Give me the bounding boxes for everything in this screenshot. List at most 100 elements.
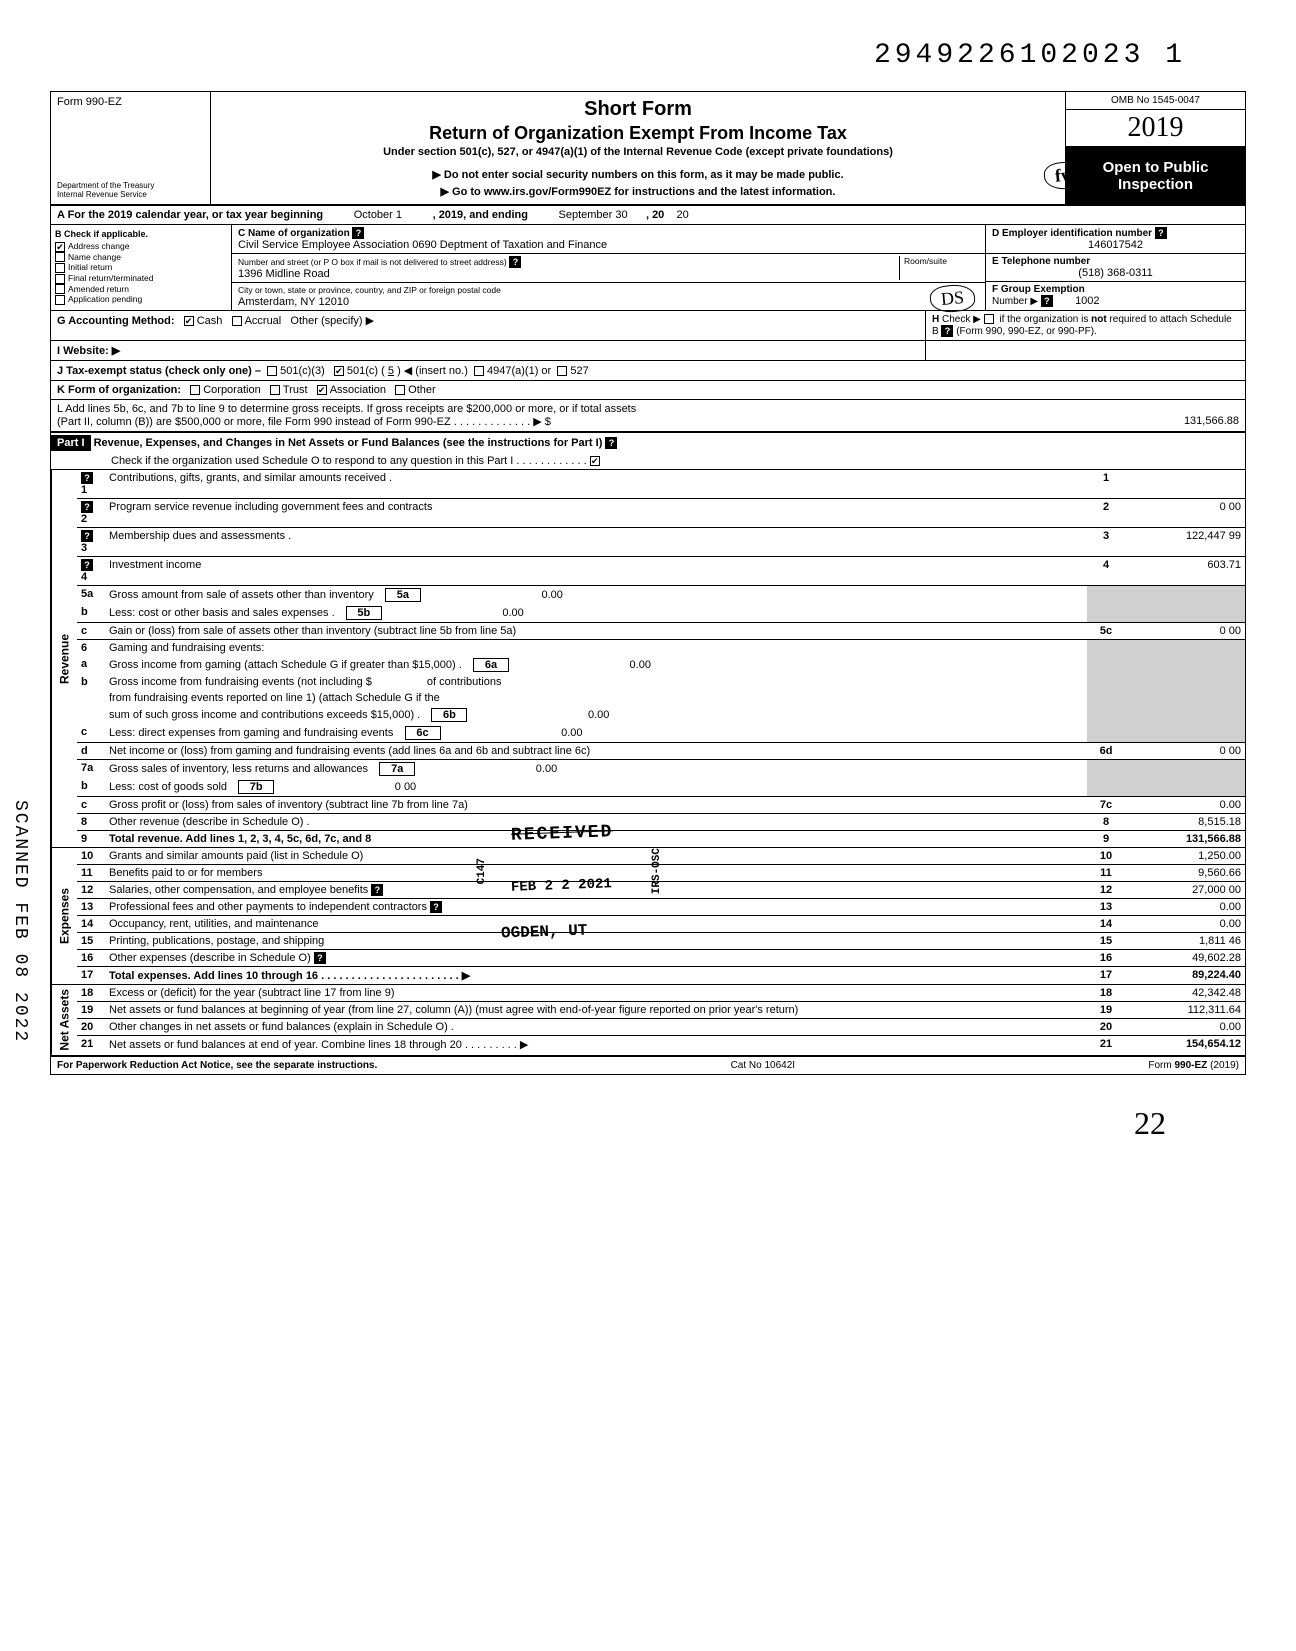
part1-label: Part I [51, 435, 91, 451]
chk-amended-return[interactable] [55, 284, 65, 294]
k-label: K Form of organization: [57, 384, 181, 396]
chk-schedule-b[interactable] [984, 314, 994, 324]
a-end-year: 20 [677, 209, 689, 221]
code2-stamp: IRS-OSC [651, 848, 663, 894]
help-icon[interactable]: ? [81, 530, 93, 542]
a-end-month: September 30 [559, 209, 628, 221]
help-icon[interactable]: ? [81, 501, 93, 513]
j-label: J Tax-exempt status (check only one) – [57, 365, 261, 377]
d-label: D Employer identification number [992, 228, 1152, 239]
phone-value: (518) 368-0311 [992, 267, 1239, 279]
help-icon[interactable]: ? [509, 256, 521, 268]
city-value: Amsterdam, NY 12010 [238, 296, 349, 308]
chk-4947[interactable] [474, 366, 484, 376]
scanned-stamp: SCANNED FEB 08 2022 [10, 800, 30, 1043]
j-527: 527 [570, 365, 588, 377]
b-amended-return: Amended return [68, 284, 129, 294]
org-name: Civil Service Employee Association 0690 … [238, 239, 607, 251]
dln-number: 2949226102023 1 [50, 40, 1246, 71]
expenses-side-label: Expenses [51, 848, 77, 984]
group-exemption-value: 1002 [1075, 295, 1099, 307]
l-text1: L Add lines 5b, 6c, and 7b to line 9 to … [57, 403, 1239, 415]
form-label: Form [57, 96, 83, 108]
footer-row: For Paperwork Reduction Act Notice, see … [51, 1057, 1245, 1074]
chk-initial-return[interactable] [55, 263, 65, 273]
help-icon[interactable]: ? [81, 472, 93, 484]
title-short-form: Short Form [221, 98, 1055, 121]
k-other: Other [408, 384, 436, 396]
help-icon[interactable]: ? [371, 884, 383, 896]
chk-corp[interactable] [190, 385, 200, 395]
chk-other-org[interactable] [395, 385, 405, 395]
chk-address-change[interactable] [55, 242, 65, 252]
help-icon[interactable]: ? [314, 952, 326, 964]
omb-number: OMB No 1545-0047 [1066, 92, 1245, 110]
a-begin: October 1 [354, 209, 402, 221]
help-icon[interactable]: ? [81, 559, 93, 571]
k-assoc: Association [330, 384, 386, 396]
dept-irs: Internal Revenue Service [57, 191, 204, 200]
l-text2: (Part II, column (B)) are $500,000 or mo… [57, 415, 1119, 428]
f-label: F Group Exemption [992, 284, 1085, 295]
part1-title: Revenue, Expenses, and Changes in Net As… [94, 437, 603, 449]
chk-final-return[interactable] [55, 274, 65, 284]
footer-right: Form 990-EZ (2019) [1148, 1060, 1239, 1071]
chk-cash[interactable] [184, 316, 194, 326]
initials-ds: DS [929, 283, 976, 314]
help-icon[interactable]: ? [941, 325, 953, 337]
help-icon[interactable]: ? [605, 437, 617, 449]
street-value: 1396 Midline Road [238, 268, 330, 280]
j-501c: 501(c) ( [347, 365, 385, 377]
open-public-1: Open to Public [1068, 159, 1243, 176]
j-501c3: 501(c)(3) [280, 365, 325, 377]
chk-501c3[interactable] [267, 366, 277, 376]
form-header: Form 990-EZ Department of the Treasury I… [51, 92, 1245, 206]
help-icon[interactable]: ? [1155, 227, 1167, 239]
h-text: H Check ▶ if the organization is not req… [925, 311, 1245, 340]
page-signature: 22 [50, 1075, 1246, 1152]
j-501c-num: 5 [388, 365, 394, 377]
help-icon[interactable]: ? [430, 901, 442, 913]
revenue-table: ? 1Contributions, gifts, grants, and sim… [77, 470, 1245, 847]
received-stamp: RECEIVED [511, 822, 614, 846]
j-4947: 4947(a)(1) or [487, 365, 551, 377]
g-cash: Cash [197, 315, 223, 327]
chk-name-change[interactable] [55, 252, 65, 262]
b-initial-return: Initial return [68, 262, 112, 272]
k-trust: Trust [283, 384, 308, 396]
g-accrual: Accrual [245, 315, 282, 327]
form-990ez: Form 990-EZ Department of the Treasury I… [50, 91, 1246, 1075]
tax-year: 20201919 [1066, 110, 1245, 147]
code1-stamp: C147 [476, 858, 488, 884]
col-b: B Check if applicable. Address change Na… [51, 225, 231, 310]
chk-schedule-o[interactable] [590, 456, 600, 466]
row-a: A For the 2019 calendar year, or tax yea… [51, 206, 1245, 225]
form-number: 990-EZ [86, 96, 122, 108]
l-value: 131,566.88 [1119, 415, 1239, 428]
note-ssn: ▶ Do not enter social security numbers o… [432, 169, 843, 181]
footer-mid: Cat No 10642I [731, 1060, 796, 1071]
b-address-change: Address change [68, 241, 129, 251]
g-other: Other (specify) ▶ [290, 315, 374, 327]
e-label: E Telephone number [992, 256, 1090, 267]
a-end-label: , 20 [646, 209, 664, 221]
k-corp: Corporation [203, 384, 260, 396]
i-label: I Website: ▶ [57, 345, 120, 357]
chk-trust[interactable] [270, 385, 280, 395]
chk-501c[interactable] [334, 366, 344, 376]
g-label: G Accounting Method: [57, 315, 175, 327]
room-label: Room/suite [904, 256, 947, 266]
b-application-pending: Application pending [68, 294, 142, 304]
chk-application-pending[interactable] [55, 295, 65, 305]
chk-assoc[interactable] [317, 385, 327, 395]
revenue-side-label: Revenue [51, 470, 77, 847]
chk-accrual[interactable] [232, 316, 242, 326]
help-icon[interactable]: ? [352, 227, 364, 239]
open-public-2: Inspection [1068, 176, 1243, 193]
chk-527[interactable] [557, 366, 567, 376]
help-icon[interactable]: ? [1041, 295, 1053, 307]
j-501c-tail: ) ◀ (insert no.) [397, 365, 468, 377]
part1-check-text: Check if the organization used Schedule … [111, 455, 587, 467]
ogden-stamp: OGDEN, UT [501, 921, 588, 942]
b-name-change: Name change [68, 252, 121, 262]
